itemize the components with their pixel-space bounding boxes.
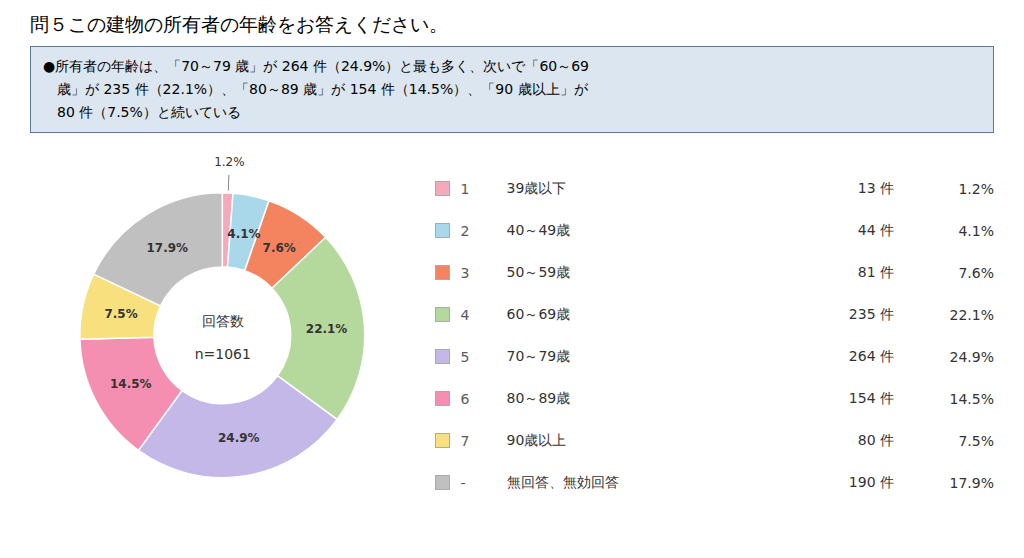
html-text:235 件: 235 件 bbox=[848, 305, 894, 322]
html-text:1.2%: 1.2% bbox=[958, 180, 994, 197]
svg-text:7.6%: 7.6% bbox=[263, 242, 296, 256]
html-text:13 件: 13 件 bbox=[857, 179, 894, 196]
html-text:6: 6 bbox=[460, 390, 470, 407]
html-text:17.9%: 17.9% bbox=[949, 474, 994, 491]
html-text:44 件: 44 件 bbox=[857, 221, 894, 238]
html-text:81 件: 81 件 bbox=[857, 263, 894, 280]
html-text:264 件: 264 件 bbox=[848, 347, 894, 364]
svg-text:7.5%: 7.5% bbox=[104, 307, 137, 321]
html-text:80～89歳: 80～89歳 bbox=[506, 389, 571, 406]
html-text:80 件: 80 件 bbox=[857, 431, 894, 448]
html-text:40～49歳: 40～49歳 bbox=[506, 221, 571, 238]
svg-text:22.1%: 22.1% bbox=[306, 322, 348, 336]
svg-text:n=1061: n=1061 bbox=[195, 346, 251, 362]
html-text:1: 1 bbox=[460, 180, 470, 197]
html-text:問５この建物の所有者の年齢をお答えください。: 問５この建物の所有者の年齢をお答えください。 bbox=[30, 13, 448, 35]
html-text:●所有者の年齢は、「70～79 歳」が 264 件（24.9: ●所有者の年齢は、「70～79 歳」が 264 件（24.9%）と最も多く、次い… bbox=[43, 58, 589, 121]
html-text:2: 2 bbox=[460, 222, 470, 239]
html-text:60～69歳: 60～69歳 bbox=[506, 305, 571, 322]
html-text:24.9%: 24.9% bbox=[949, 348, 994, 365]
svg-text:4.1%: 4.1% bbox=[227, 227, 260, 241]
svg-text:17.9%: 17.9% bbox=[146, 241, 188, 255]
html-text:5: 5 bbox=[460, 348, 470, 365]
html-text:7.5%: 7.5% bbox=[958, 432, 994, 449]
svg-text:14.5%: 14.5% bbox=[110, 377, 152, 391]
html-text:90歳以上: 90歳以上 bbox=[506, 431, 567, 448]
html-text:3: 3 bbox=[460, 264, 470, 281]
html-text:154 件: 154 件 bbox=[848, 389, 894, 406]
html-text:70～79歳: 70～79歳 bbox=[506, 347, 571, 364]
html-text:39歳以下: 39歳以下 bbox=[506, 179, 567, 196]
html-text:7.6%: 7.6% bbox=[958, 264, 994, 281]
svg-text:回答数: 回答数 bbox=[202, 313, 244, 329]
html-text:50～59歳: 50～59歳 bbox=[506, 263, 571, 280]
html-text:22.1%: 22.1% bbox=[949, 306, 994, 323]
html-text:14.5%: 14.5% bbox=[949, 390, 994, 407]
html-text:4: 4 bbox=[460, 306, 470, 323]
html-text:無回答、無効回答: 無回答、無効回答 bbox=[506, 473, 619, 490]
svg-text:1.2%: 1.2% bbox=[214, 155, 244, 169]
svg-text:24.9%: 24.9% bbox=[218, 432, 260, 446]
html-text:4.1%: 4.1% bbox=[958, 222, 994, 239]
html-text:7: 7 bbox=[460, 432, 470, 449]
html-text:190 件: 190 件 bbox=[848, 473, 894, 490]
